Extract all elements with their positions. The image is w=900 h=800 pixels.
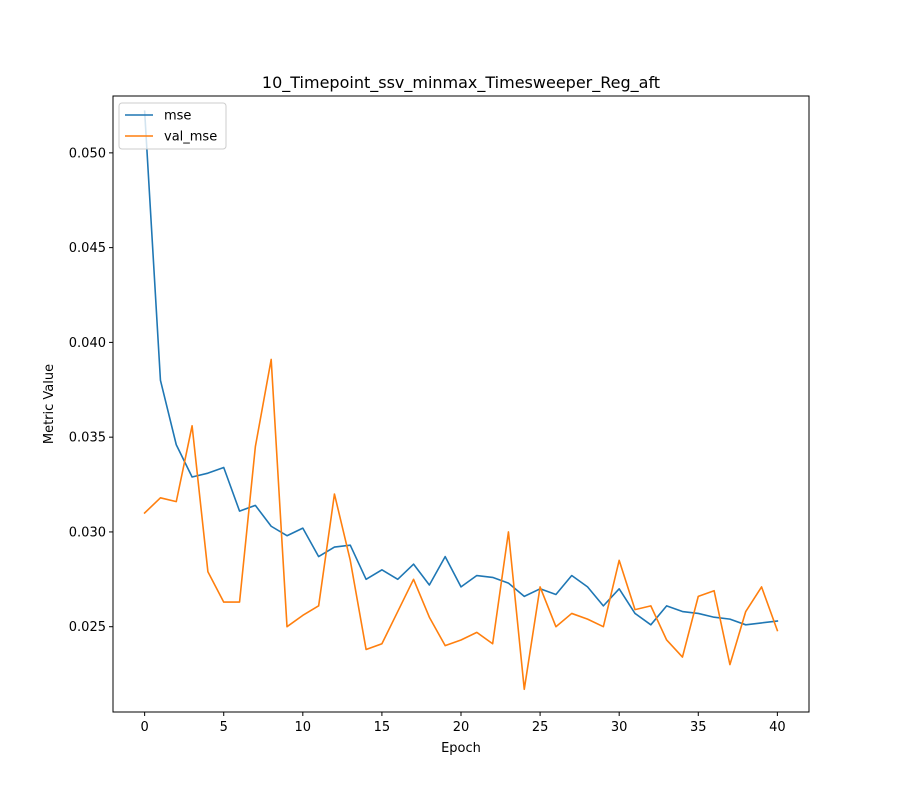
x-axis-label: Epoch <box>441 741 481 756</box>
y-tick-label: 0.035 <box>69 431 106 446</box>
legend-label-mse: mse <box>164 109 191 124</box>
plot-area: 0 5 10 15 20 25 30 35 40 0.025 0.030 0.035 0.040 0.04… <box>69 95 810 735</box>
x-tick-label: 30 <box>611 720 628 735</box>
x-tick-label: 35 <box>690 720 707 735</box>
y-axis-label: Metric Value <box>42 364 57 444</box>
y-tick-label: 0.025 <box>69 620 106 635</box>
legend-label-val-mse: val_mse <box>164 130 217 145</box>
x-tick-label: 25 <box>532 720 549 735</box>
series-line-mse <box>143 110 779 626</box>
x-tick-label: 5 <box>220 720 228 735</box>
x-tick-label: 20 <box>453 720 470 735</box>
y-tick-label: 0.045 <box>69 241 106 256</box>
y-tick-label: 0.050 <box>69 146 106 161</box>
series-line-val-mse <box>143 358 779 691</box>
legend: mse val_mse <box>118 102 227 150</box>
x-tick-label: 40 <box>769 720 786 735</box>
x-tick-label: 10 <box>295 720 312 735</box>
x-tick-label: 15 <box>374 720 391 735</box>
y-tick-label: 0.040 <box>69 336 106 351</box>
y-tick-label: 0.030 <box>69 525 106 540</box>
chart-title: 10_Timepoint_ssv_minmax_Timesweeper_Reg_… <box>262 73 660 93</box>
x-tick-label: 0 <box>140 720 148 735</box>
